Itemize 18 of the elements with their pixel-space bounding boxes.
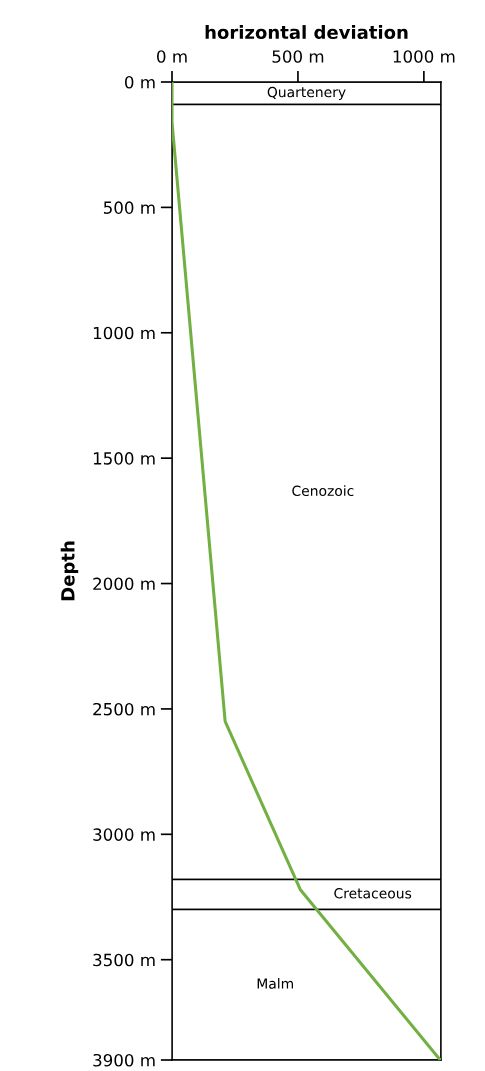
y-tick-label: 1500 m: [93, 452, 155, 465]
band-label: Quartenery: [267, 86, 346, 101]
y-tick-label: 3000 m: [93, 828, 155, 841]
x-axis-title: horizontal deviation: [205, 25, 408, 40]
y-tick-label: 3900 m: [93, 1053, 155, 1067]
y-tick-label: 2500 m: [93, 702, 155, 716]
band-label: Malm: [257, 978, 293, 989]
y-tick-label: 500 m: [103, 201, 155, 214]
x-tick-label: 1000 m: [393, 50, 455, 63]
y-tick-label: 1000 m: [93, 326, 155, 340]
y-tick-label: 2000 m: [93, 577, 155, 591]
y-tick-label: 3500 m: [93, 953, 155, 967]
y-tick-label: 0 m: [124, 75, 155, 89]
band-label: Cretaceous: [334, 888, 412, 899]
y-axis-title: Depth: [60, 541, 79, 601]
x-tick-label: 500 m: [272, 50, 324, 63]
band-label: Cenozoic: [292, 485, 354, 497]
x-tick-label: 0 m: [157, 50, 187, 63]
